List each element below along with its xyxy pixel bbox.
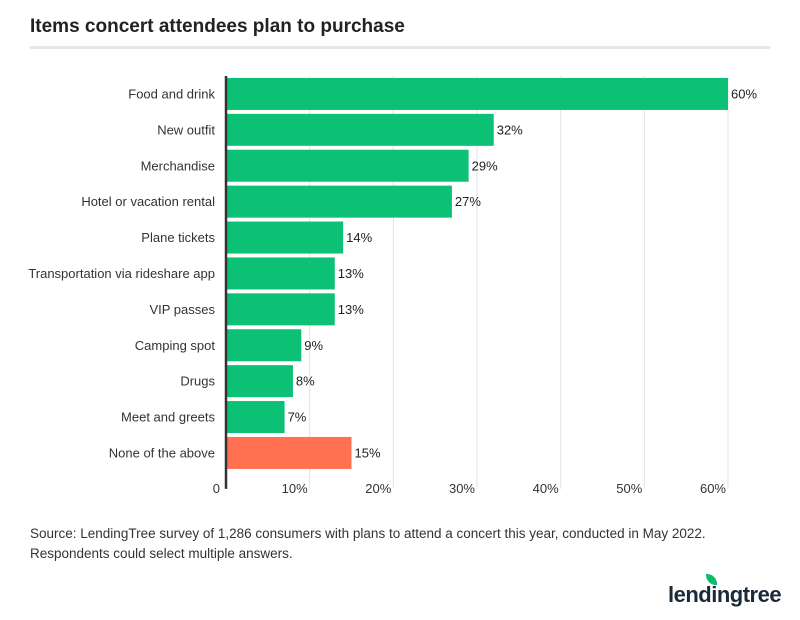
bar [226, 329, 302, 362]
category-label: Drugs [180, 374, 215, 389]
bar [226, 365, 293, 398]
bar [226, 293, 335, 326]
data-label: 60% [731, 86, 757, 101]
x-tick-label: 10% [282, 481, 308, 496]
data-label: 9% [304, 338, 323, 353]
data-label: 8% [296, 374, 315, 389]
data-label: 7% [288, 410, 307, 425]
bar [226, 401, 285, 434]
title-divider [30, 46, 770, 49]
category-label: Merchandise [141, 158, 215, 173]
category-label: Transportation via rideshare app [28, 266, 215, 281]
x-tick-label: 0 [213, 481, 220, 496]
category-label: VIP passes [149, 302, 215, 317]
category-label: None of the above [109, 445, 215, 460]
bar [226, 149, 469, 182]
category-label: Hotel or vacation rental [81, 194, 215, 209]
x-tick-label: 40% [533, 481, 559, 496]
leaf-icon [706, 574, 717, 585]
bar [226, 221, 344, 254]
category-label: Plane tickets [141, 230, 215, 245]
category-label: Camping spot [135, 338, 216, 353]
bar-chart: 0 10% 20% 30% 40% 50% 60% Food and drink 60% New … [28, 76, 757, 496]
data-label: 14% [346, 230, 372, 245]
category-label: Meet and greets [121, 410, 215, 425]
bar [226, 436, 352, 469]
x-tick-label: 50% [616, 481, 642, 496]
chart-title: Items concert attendees plan to purchase [30, 16, 405, 37]
x-tick-label: 30% [449, 481, 475, 496]
category-label: Food and drink [128, 86, 215, 101]
x-tick-label: 60% [700, 481, 726, 496]
x-tick-label: 20% [365, 481, 391, 496]
bar [226, 257, 335, 290]
bar [226, 77, 728, 110]
category-label: New outfit [157, 122, 215, 137]
logo-text: lendingtree [668, 582, 782, 607]
data-label: 27% [455, 194, 481, 209]
data-label: 32% [497, 122, 523, 137]
lendingtree-logo: lendingtree [668, 574, 782, 608]
data-label: 29% [472, 158, 498, 173]
bar [226, 185, 452, 218]
data-label: 13% [338, 266, 364, 281]
bar [226, 113, 494, 146]
data-label: 13% [338, 302, 364, 317]
data-label: 15% [355, 445, 381, 460]
source-note: Source: LendingTree survey of 1,286 cons… [30, 526, 706, 561]
